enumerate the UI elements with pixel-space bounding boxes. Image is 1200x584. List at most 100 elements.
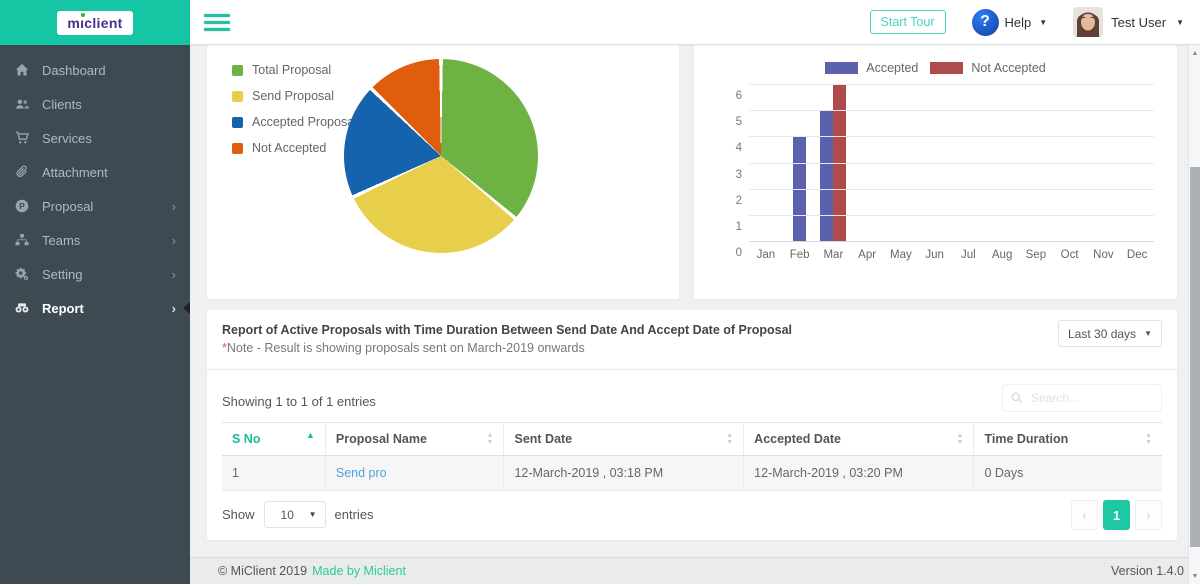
sidebar-item-report[interactable]: Report › [0,291,190,325]
column-header-sent-date[interactable]: Sent Date ▲ ▼ [503,422,744,456]
chevron-right-icon: › [171,266,176,282]
table-row: 1 Send pro 12-March-2019 , 03:18 PM 12-Marc… [222,455,1162,491]
bar-legend-item[interactable]: Not Accepted [930,61,1046,75]
column-header-s-no[interactable]: S No ▲ [222,422,326,456]
page-size-value: 10 [280,507,294,522]
legend-label: Accepted Proposal [252,115,357,129]
bar-group-dec [1120,85,1154,242]
cell-accepted-date: 12-March-2019 , 03:20 PM [743,455,974,491]
sort-both-icon: ▲ ▼ [726,432,734,446]
legend-swatch [232,142,243,154]
cell-sent-date: 12-March-2019 , 03:18 PM [503,455,744,491]
x-axis-label: Feb [789,249,810,261]
bar-not-accepted-mar[interactable] [833,85,847,242]
submenu-notch [183,302,190,314]
help-menu[interactable]: ? Help ▼ [971,8,1048,36]
pagination-next-button[interactable]: › [1135,500,1162,530]
proposal-name-link[interactable]: Send pro [335,466,387,480]
bar-accepted-feb[interactable] [793,137,807,242]
note-asterisk: * [222,341,227,355]
start-tour-button[interactable]: Start Tour [869,10,946,34]
table-body: 1 Send pro 12-March-2019 , 03:18 PM 12-Marc… [222,455,1162,491]
legend-label: Not Accepted [971,61,1046,75]
help-label: Help [1004,14,1032,30]
search-input[interactable] [1029,390,1153,406]
scrollbar-up-arrow[interactable]: ▲ [1191,49,1199,57]
bar-group-jun [918,85,952,242]
pie-legend-item[interactable]: Send Proposal [232,83,357,109]
bar-group-mar [817,85,851,242]
made-by-link[interactable]: Made by Miclient [312,564,406,578]
report-card: Report of Active Proposals with Time Dur… [207,310,1177,540]
sort-both-icon: ▲ ▼ [956,432,964,446]
y-axis-tick: 6 [735,90,742,102]
sidebar-item-attachment[interactable]: Attachment [0,155,190,189]
y-axis-tick: 4 [735,142,742,155]
scrollbar-down-arrow[interactable]: ▼ [1191,572,1199,580]
x-axis-label: Jan [756,249,776,261]
paperclip-icon [14,165,30,179]
show-label: Show [222,507,255,522]
divider [207,369,1177,370]
monthly-bar-chart-card: Accepted Not Accepted 0 1 2 3 4 5 6 Jan Feb Mar Ap… [694,45,1177,299]
pie-legend: Total Proposal Send Proposal Accepted Prop… [232,57,357,161]
bar-plot-area: 0 1 2 3 4 5 6 [736,84,1154,259]
sidebar-item-proposal[interactable]: P Proposal › [0,189,190,223]
miclient-logo[interactable]: mıclient [57,10,133,35]
x-axis-label: Nov [1093,249,1114,261]
users-icon [14,97,30,111]
sidebar-item-label: Report [42,300,84,316]
showing-entries-text: Showing 1 to 1 of 1 entries [222,394,376,409]
sidebar-item-label: Setting [42,266,83,282]
pagination-prev-button[interactable]: ‹ [1071,500,1098,530]
column-header-label: S No [232,432,261,446]
svg-text:P: P [19,201,25,211]
column-header-time-duration[interactable]: Time Duration ▲ ▼ [973,422,1162,456]
date-range-value: Last 30 days [1068,326,1137,341]
column-header-accepted-date[interactable]: Accepted Date ▲ ▼ [743,422,974,456]
y-axis-tick: 5 [735,116,742,129]
y-axis-tick: 2 [735,194,742,207]
logo-text-client: client [84,14,123,31]
x-axis-label: Aug [991,249,1013,261]
bar-group-jan [749,85,783,242]
user-menu[interactable]: Test User ▼ [1073,7,1184,37]
column-header-label: Accepted Date [754,432,842,446]
sidebar-item-clients[interactable]: Clients [0,87,190,121]
y-axis-tick: 1 [735,220,742,233]
hamburger-menu-icon[interactable] [204,10,230,35]
bar-groups [749,85,1154,242]
pie-legend-item[interactable]: Total Proposal [232,57,357,83]
chevron-right-icon: › [171,300,176,316]
column-header-label: Time Duration [984,432,1069,446]
legend-swatch [930,62,964,74]
copyright-text: © MiClient 2019 [218,564,308,578]
sidebar-item-setting[interactable]: Setting › [0,257,190,291]
bar-legend-item[interactable]: Accepted [825,61,918,75]
x-axis-label: Jul [961,249,976,261]
entries-label: entries [334,507,374,522]
sidebar-item-services[interactable]: Services [0,121,190,155]
chevron-down-icon: ▼ [1039,17,1048,27]
sidebar-item-teams[interactable]: Teams › [0,223,190,257]
pie-legend-item[interactable]: Not Accepted [232,135,357,161]
pagination-page-1-button[interactable]: 1 [1103,500,1130,530]
sidebar-item-dashboard[interactable]: Dashboard [0,53,190,87]
help-icon: ? [971,8,999,36]
page-size-select[interactable]: 10 ▼ [263,501,326,528]
pie-legend-item[interactable]: Accepted Proposal [232,109,357,135]
date-range-select[interactable]: Last 30 days ▼ [1058,320,1162,347]
proposal-icon: P [14,199,30,213]
chevron-down-icon: ▼ [1176,17,1184,27]
gears-icon [14,267,30,281]
bar-accepted-mar[interactable] [820,111,834,242]
proposals-table: S No ▲ Proposal Name ▲ ▼ Sent Date ▲ ▼ Accepted … [222,422,1162,491]
sort-both-icon: ▲ ▼ [1145,432,1152,446]
pagination: ‹ 1 › [1071,500,1162,530]
scrollbar-thumb[interactable] [1190,167,1200,547]
column-header-proposal-name[interactable]: Proposal Name ▲ ▼ [324,422,504,456]
proposal-pie-chart-card: Total Proposal Send Proposal Accepted Prop… [207,45,679,299]
legend-swatch [825,62,859,74]
pie-chart[interactable] [344,59,538,253]
gridline: 5 [736,110,1154,128]
